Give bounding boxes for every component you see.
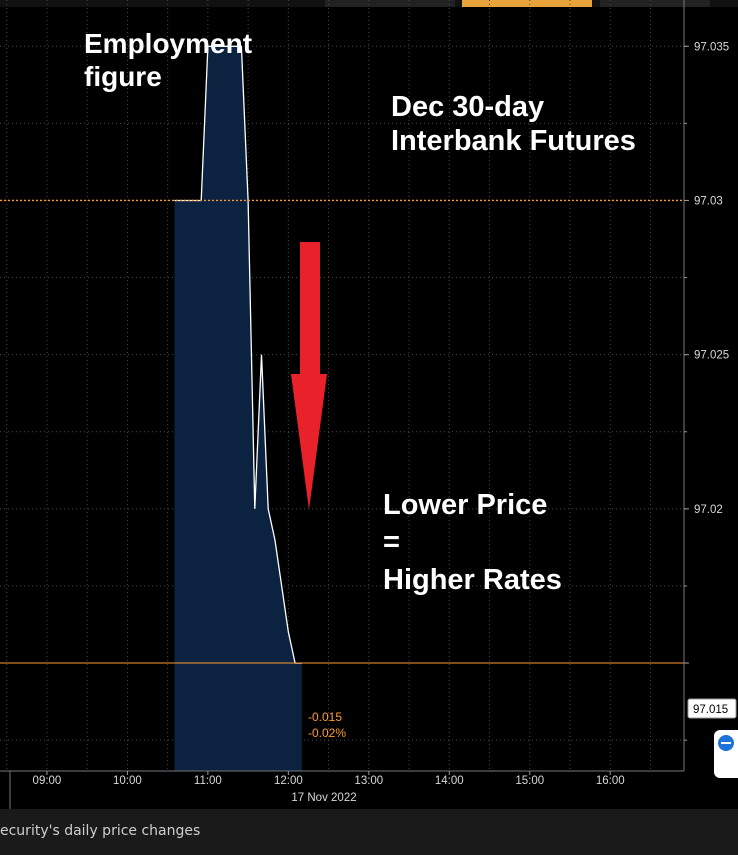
current-price-label: 97.015 [693, 704, 728, 716]
equals-annotation: = [383, 526, 400, 558]
change-value: -0.015 [308, 710, 342, 724]
y-axis-labels: 97.035 97.03 97.025 97.02 [694, 41, 729, 516]
down-arrow [291, 242, 327, 510]
related-data-button[interactable] [325, 0, 455, 7]
add-data-input[interactable] [462, 0, 592, 7]
lower-price-annotation: Lower Price [383, 489, 548, 521]
x-tick-label: 10:00 [113, 775, 142, 787]
remote-control-icon[interactable] [714, 730, 738, 778]
higher-rates-annotation: Higher Rates [383, 564, 562, 596]
employment-annotation: Employment figure [84, 28, 253, 93]
y-tick-label: 97.035 [694, 41, 729, 53]
price-chart: 97.035 97.03 97.025 97.02 09:00 10:00 11:00 12… [0, 0, 737, 809]
x-axis-date-label: 17 Nov 2022 [291, 792, 356, 804]
x-tick-label: 13:00 [354, 775, 383, 787]
x-tick-label: 15:00 [515, 775, 544, 787]
instrument-annotation: Dec 30-day Interbank Futures [391, 91, 636, 158]
y-tick-label: 97.03 [694, 195, 723, 207]
current-price-tag: 97.015 [687, 698, 737, 719]
x-tick-label: 14:00 [435, 775, 464, 787]
y-axis-ticks [684, 45, 689, 741]
price-line [174, 45, 302, 664]
x-tick-label: 16:00 [596, 775, 625, 787]
y-tick-label: 97.025 [694, 350, 729, 362]
price-area [174, 46, 302, 772]
x-tick-label: 11:00 [194, 775, 222, 787]
edit-chart-button[interactable] [600, 0, 710, 7]
change-percent: -0.02% [308, 726, 346, 740]
footer-text: ecurity's daily price changes [0, 823, 201, 839]
x-tick-label: 12:00 [274, 775, 303, 787]
top-toolbar [0, 0, 738, 7]
x-tick-label: 09:00 [33, 775, 62, 787]
footer-bar: ecurity's daily price changes [0, 809, 738, 855]
x-axis-labels: 09:00 10:00 11:00 12:00 13:00 14:00 15:00 16:00 [33, 771, 625, 787]
y-tick-label: 97.02 [694, 504, 723, 516]
